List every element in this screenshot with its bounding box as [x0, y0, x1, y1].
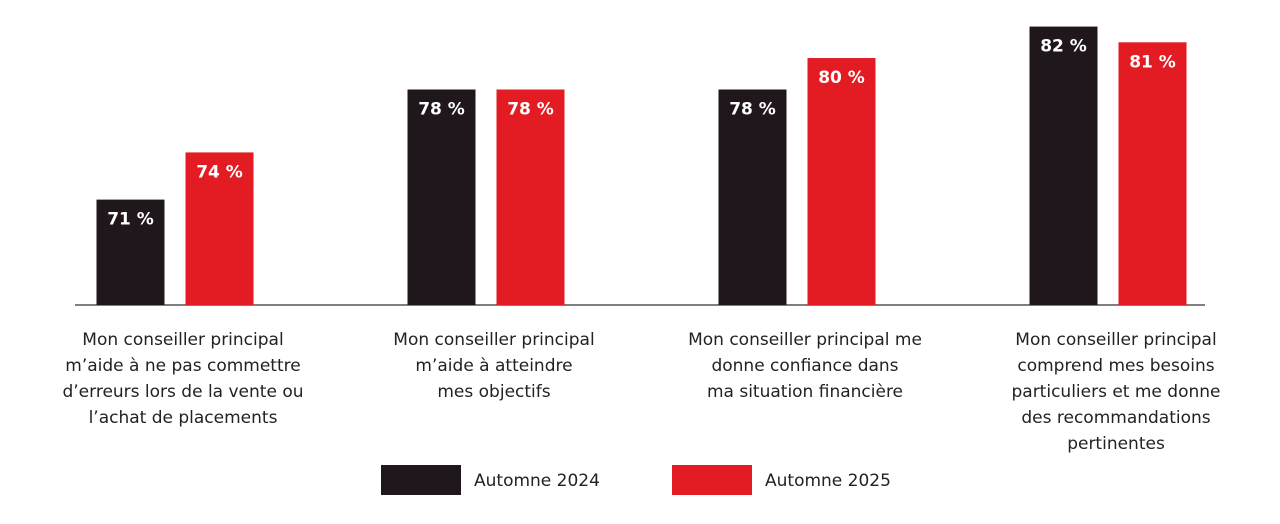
- bar: [185, 152, 254, 305]
- x-tick-label: ma situation financière: [707, 382, 903, 402]
- legend-label: Automne 2024: [474, 471, 600, 491]
- x-tick-label: l’achat de placements: [89, 408, 278, 428]
- x-tick-label: donne confiance dans: [711, 356, 898, 376]
- bar: [407, 89, 476, 306]
- bar: [807, 58, 876, 305]
- legend-label: Automne 2025: [765, 471, 891, 491]
- value-label: 78 %: [729, 99, 776, 119]
- x-tick-label: Mon conseiller principal: [1015, 330, 1216, 350]
- value-label: 81 %: [1129, 52, 1176, 72]
- x-tick-label: Mon conseiller principal me: [688, 330, 922, 350]
- bar: [96, 199, 165, 305]
- bar: [1118, 42, 1187, 306]
- x-tick-label: pertinentes: [1067, 434, 1165, 454]
- x-tick-label: m’aide à atteindre: [415, 356, 572, 376]
- x-tick-label: d’erreurs lors de la vente ou: [62, 382, 303, 402]
- value-label: 78 %: [507, 99, 554, 119]
- value-label: 74 %: [196, 162, 243, 182]
- legend-swatch: [672, 465, 752, 495]
- bar: [718, 89, 787, 306]
- value-label: 82 %: [1040, 37, 1087, 57]
- legend-swatch: [381, 465, 461, 495]
- value-label: 80 %: [818, 68, 865, 88]
- x-tick-label: des recommandations: [1021, 408, 1210, 428]
- value-label: 71 %: [107, 210, 154, 230]
- bar: [496, 89, 565, 306]
- x-tick-label: particuliers et me donne: [1011, 382, 1220, 402]
- x-tick-label: Mon conseiller principal: [82, 330, 283, 350]
- bar: [1029, 26, 1098, 305]
- x-tick-label: Mon conseiller principal: [393, 330, 594, 350]
- x-tick-label: m’aide à ne pas commettre: [65, 356, 300, 376]
- x-tick-label: comprend mes besoins: [1017, 356, 1214, 376]
- x-tick-label: mes objectifs: [437, 382, 550, 402]
- value-label: 78 %: [418, 99, 465, 119]
